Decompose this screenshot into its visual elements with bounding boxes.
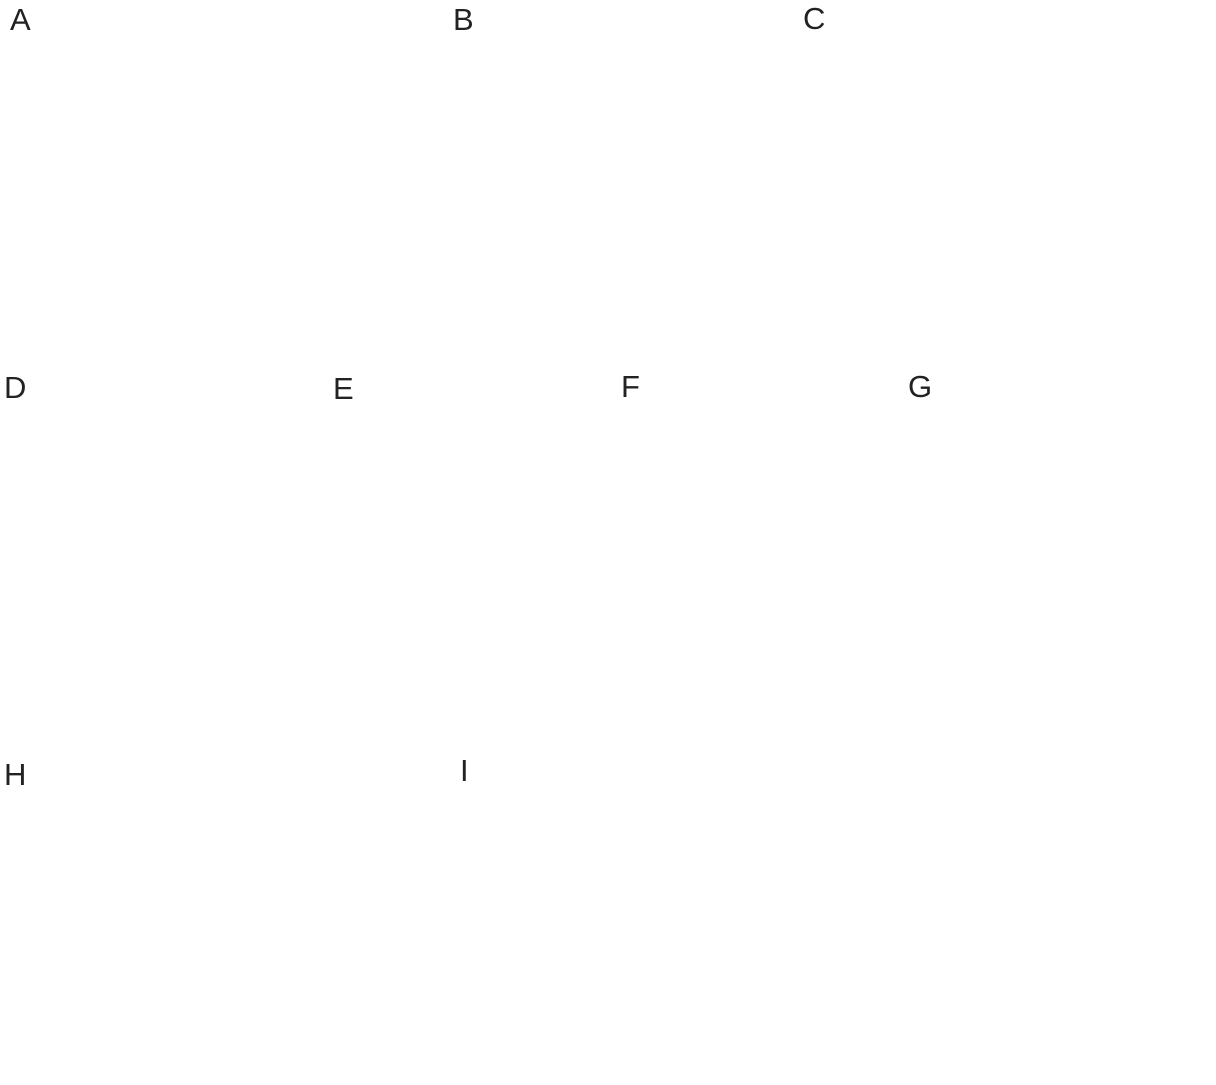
panel-letter-i: I [460,753,469,788]
panel-d-donut-chart [0,370,300,755]
panel-letter-c: C [803,1,826,36]
panel-i-dotplot [415,755,1216,1085]
panel-letter-b: B [453,2,474,37]
panel-g-hypoxia-score-plot [900,370,1216,760]
panel-letter-f: F [621,369,640,404]
panel-letter-h: H [4,757,27,792]
panel-b-grouped-bar-chart [430,0,810,372]
panel-letter-g: G [908,369,933,404]
panel-letter-d: D [4,370,27,405]
panel-h-heatmap [0,755,440,1085]
panel-letter-a: A [10,2,31,37]
panel-c-scatter-bar-chart [805,0,1216,372]
panel-e-emt-score-plot [295,370,600,760]
panel-a-grouped-bar-chart [0,0,500,372]
panel-letter-e: E [333,371,354,406]
panel-f-glycolysis-score-plot [600,370,910,760]
